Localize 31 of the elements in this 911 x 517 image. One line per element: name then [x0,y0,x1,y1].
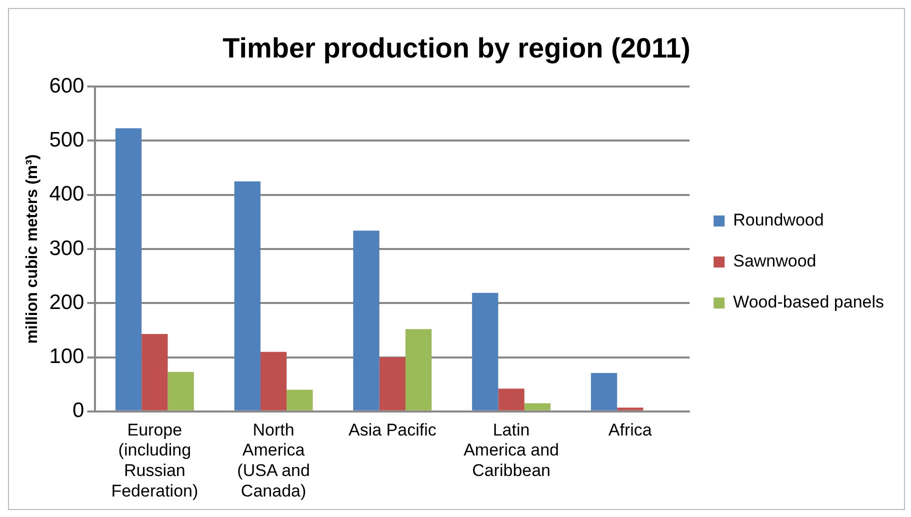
bar [286,390,313,410]
x-tick-label: Europe (including Russian Federation) [111,420,198,500]
x-tick-label: Africa [608,420,652,440]
x-tick-label: North America (USA and Canada) [237,420,310,500]
y-tick-label: 100 [49,345,84,368]
legend-label: Sawnwood [733,252,816,271]
bar [379,357,406,410]
bar [405,329,432,410]
chart-title: Timber production by region (2011) [222,32,690,64]
y-tick-label: 400 [49,182,84,206]
bar [260,352,287,410]
y-tick-label: 0 [72,399,84,422]
y-tick-label: 600 [49,74,84,98]
x-tick-label: Asia Pacific [348,420,437,440]
bar [498,388,524,410]
y-tick-label: 200 [49,290,84,314]
bar [353,230,380,410]
x-tick-label: Latin America and Caribbean [464,420,560,480]
y-tick-label: 300 [49,236,84,260]
bar [472,292,498,410]
bar [524,403,551,410]
y-axis-title: million cubic meters (m³) [24,154,42,344]
y-tick-label: 500 [49,128,84,152]
bar [590,372,618,410]
legend-label: Roundwood [733,210,824,230]
bar [234,181,260,410]
bar [115,128,142,410]
bar [617,408,644,410]
legend-label: Wood-based panels [733,292,884,312]
bar [168,372,194,410]
bar [142,334,168,410]
